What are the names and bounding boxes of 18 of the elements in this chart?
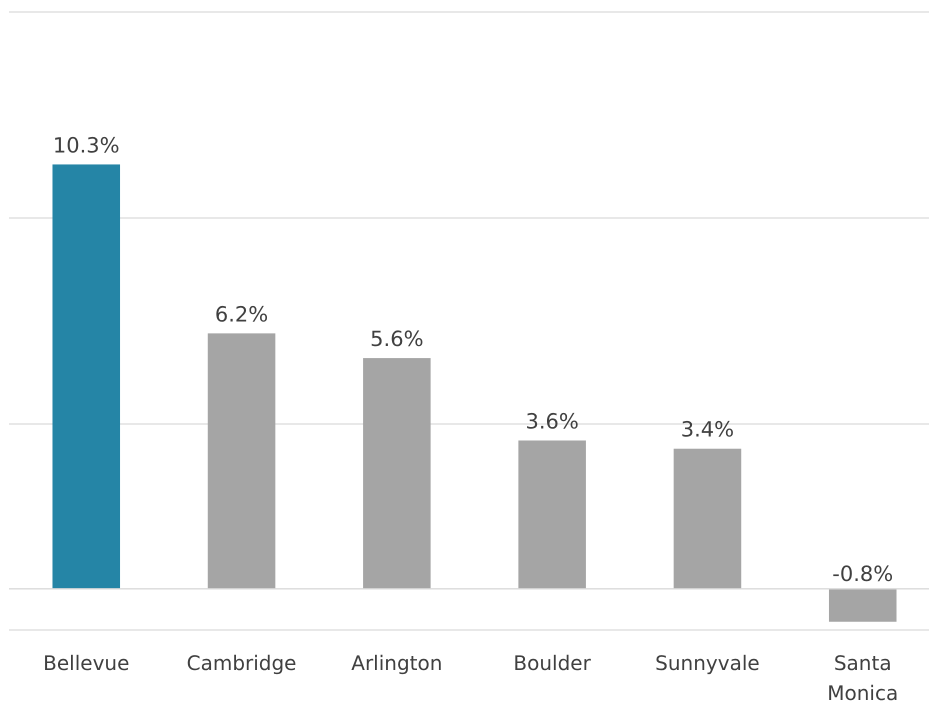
bar bbox=[363, 358, 431, 589]
x-tick-label: Bellevue bbox=[43, 651, 130, 675]
data-label: 3.6% bbox=[525, 409, 579, 434]
data-label: -0.8% bbox=[832, 562, 894, 586]
x-tick-label: Cambridge bbox=[186, 651, 296, 675]
bar bbox=[518, 440, 586, 589]
bar bbox=[52, 164, 120, 589]
bar bbox=[828, 588, 897, 622]
data-label: 3.4% bbox=[680, 418, 734, 442]
data-label: 10.3% bbox=[52, 133, 120, 158]
data-label: 6.2% bbox=[214, 302, 268, 326]
x-tick-label: Santa Monica bbox=[827, 651, 898, 704]
bar bbox=[674, 448, 742, 589]
x-tick-label: Sunnyvale bbox=[655, 651, 760, 675]
x-tick-label: Boulder bbox=[513, 651, 592, 675]
x-tick-label: Arlington bbox=[351, 651, 442, 675]
data-label: 5.6% bbox=[370, 327, 424, 352]
bar bbox=[208, 333, 276, 589]
